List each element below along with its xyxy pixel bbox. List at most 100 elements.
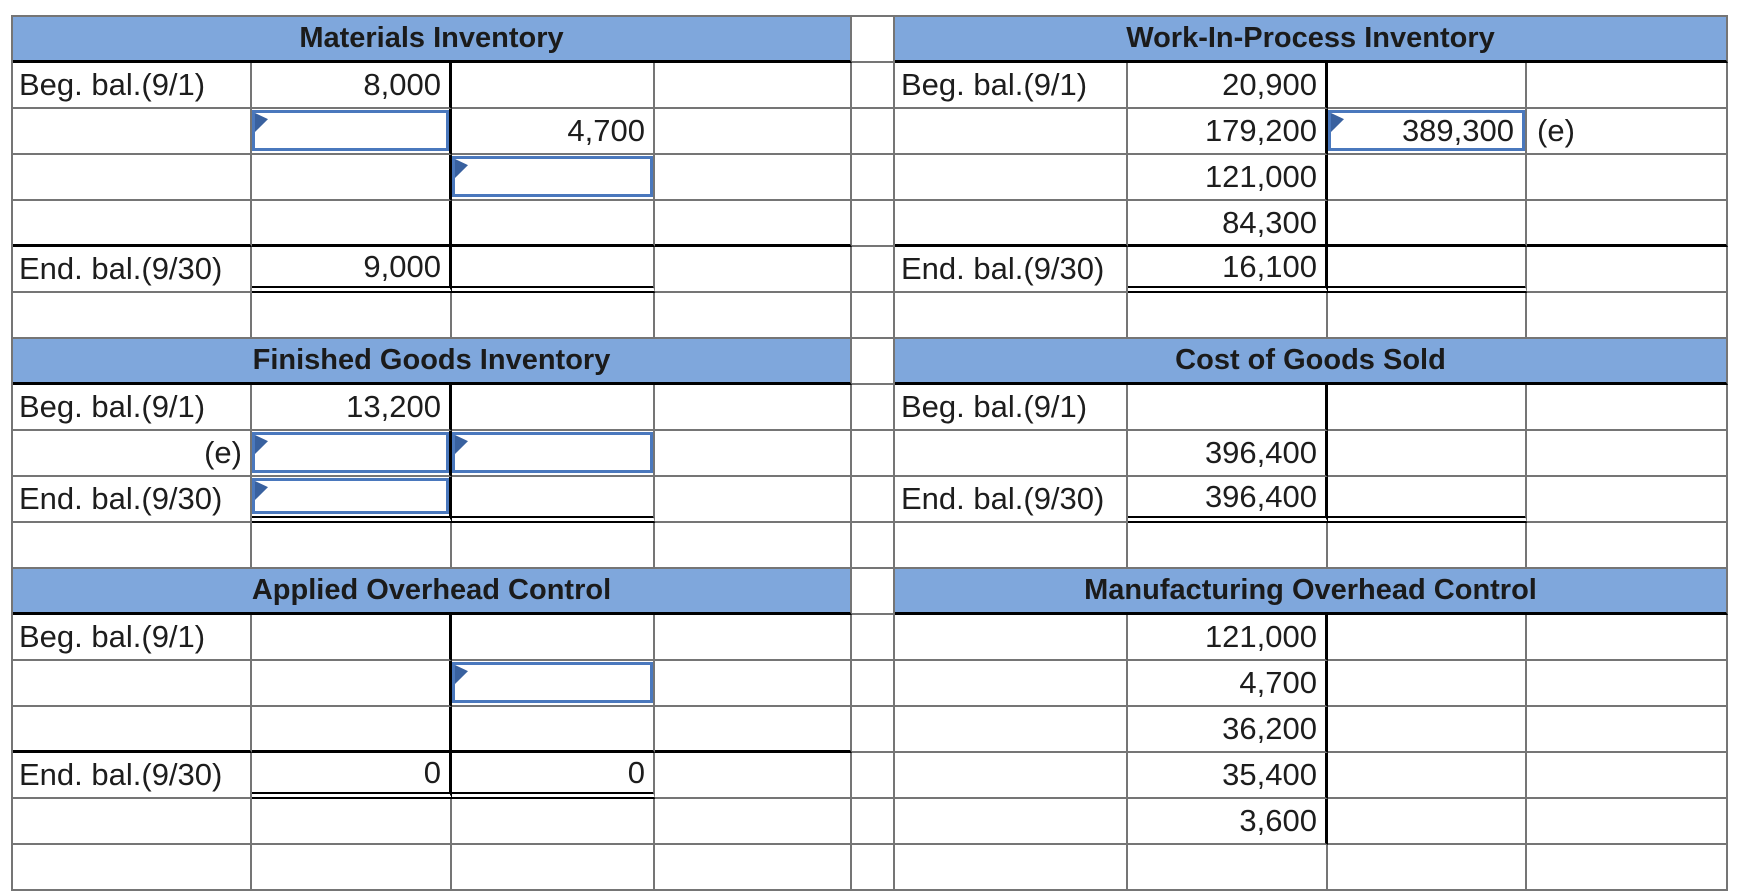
amount-input-cell[interactable] [252, 110, 449, 151]
right-account-stack: Work-In-Process Inventory Beg. bal.(9/1) 2… [893, 15, 1728, 891]
cell-debit: 35,400 [1128, 753, 1328, 799]
gap-cell [852, 799, 893, 845]
cell-debit [252, 523, 452, 569]
cell-note [1527, 523, 1728, 569]
amount-input-cell[interactable] [452, 662, 653, 703]
cell-debit: 3,600 [1128, 799, 1328, 845]
cell-debit: 179,200 [1128, 109, 1328, 155]
cell-credit [1328, 385, 1527, 431]
cell-note [655, 109, 852, 155]
account-title: Cost of Goods Sold [895, 339, 1728, 385]
gap-cell [852, 109, 893, 155]
cell-debit [1128, 845, 1328, 891]
input-value: 389,300 [1401, 112, 1514, 148]
cell-debit [252, 431, 452, 477]
cell-label [13, 707, 252, 753]
cell-credit [1328, 201, 1527, 247]
cell-credit [1328, 615, 1527, 661]
amount-input-cell[interactable]: 389,300 [1328, 110, 1525, 151]
amount-input-cell[interactable] [452, 432, 653, 473]
cell-note [1527, 155, 1728, 201]
cell-note [1527, 661, 1728, 707]
cell-credit [452, 63, 655, 109]
cell-credit [452, 799, 655, 845]
gap-cell [852, 615, 893, 661]
cell-note [655, 155, 852, 201]
account-title: Manufacturing Overhead Control [895, 569, 1728, 615]
cell-credit [1328, 293, 1527, 339]
cell-debit [1128, 385, 1328, 431]
cell-note [1527, 201, 1728, 247]
cell-label [895, 661, 1128, 707]
cell-debit [1128, 523, 1328, 569]
input-marker-icon [455, 435, 468, 454]
cell-credit [1328, 799, 1527, 845]
account-manufacturing-overhead-control: Manufacturing Overhead Control 121,000 4,7… [895, 569, 1728, 891]
cell-credit [1328, 155, 1527, 201]
amount-input-cell[interactable] [452, 156, 653, 197]
cell-debit: 9,000 [252, 247, 452, 293]
cell-credit [1328, 477, 1527, 523]
cell-note [1527, 615, 1728, 661]
cell-label: End. bal.(9/30) [895, 477, 1128, 523]
cell-note [655, 431, 852, 477]
cell-label: End. bal.(9/30) [13, 477, 252, 523]
cell-debit [252, 477, 452, 523]
gap-cell [852, 201, 893, 247]
cell-credit: 4,700 [452, 109, 655, 155]
cell-note [655, 477, 852, 523]
cell-label [13, 201, 252, 247]
cell-debit: 396,400 [1128, 431, 1328, 477]
gap-cell [852, 523, 893, 569]
cell-debit: 8,000 [252, 63, 452, 109]
gap-cell [852, 707, 893, 753]
cell-debit: 121,000 [1128, 155, 1328, 201]
cell-note [1527, 431, 1728, 477]
cell-note [655, 615, 852, 661]
input-marker-icon [255, 435, 268, 454]
cell-credit [1328, 63, 1527, 109]
cell-debit [1128, 293, 1328, 339]
cell-credit: 0 [452, 753, 655, 799]
cell-note [655, 201, 852, 247]
cell-credit [452, 477, 655, 523]
cell-credit [452, 707, 655, 753]
gap-cell [852, 753, 893, 799]
cell-label [895, 799, 1128, 845]
account-title: Applied Overhead Control [13, 569, 852, 615]
cell-label: Beg. bal.(9/1) [13, 63, 252, 109]
cell-note [655, 845, 852, 891]
account-title: Materials Inventory [13, 17, 852, 63]
cell-label [13, 661, 252, 707]
account-materials-inventory: Materials Inventory Beg. bal.(9/1) 8,000 4,… [13, 17, 852, 339]
cell-label: (e) [13, 431, 252, 477]
cell-label [13, 109, 252, 155]
cell-note [1527, 247, 1728, 293]
gap-cell [852, 845, 893, 891]
cell-debit [252, 661, 452, 707]
cell-note [655, 753, 852, 799]
cell-note [655, 385, 852, 431]
cell-credit [452, 247, 655, 293]
account-cost-of-goods-sold: Cost of Goods Sold Beg. bal.(9/1) 396,400 E… [895, 339, 1728, 569]
gap-cell [852, 247, 893, 293]
cell-debit [252, 615, 452, 661]
account-work-in-process-inventory: Work-In-Process Inventory Beg. bal.(9/1) 2… [895, 17, 1728, 339]
gap-cell [852, 293, 893, 339]
cell-label [895, 753, 1128, 799]
cell-label: Beg. bal.(9/1) [13, 385, 252, 431]
amount-input-cell[interactable] [252, 432, 449, 473]
gap-cell [852, 661, 893, 707]
account-title: Work-In-Process Inventory [895, 17, 1728, 63]
cell-note [655, 799, 852, 845]
cell-label: End. bal.(9/30) [13, 753, 252, 799]
gap-cell [852, 477, 893, 523]
cell-credit [452, 201, 655, 247]
account-applied-overhead-control: Applied Overhead Control Beg. bal.(9/1) En… [13, 569, 852, 891]
cell-debit [252, 109, 452, 155]
cell-credit [1328, 431, 1527, 477]
cell-label [895, 293, 1128, 339]
cell-credit [452, 293, 655, 339]
cell-note [1527, 707, 1728, 753]
amount-input-cell[interactable] [252, 478, 449, 514]
